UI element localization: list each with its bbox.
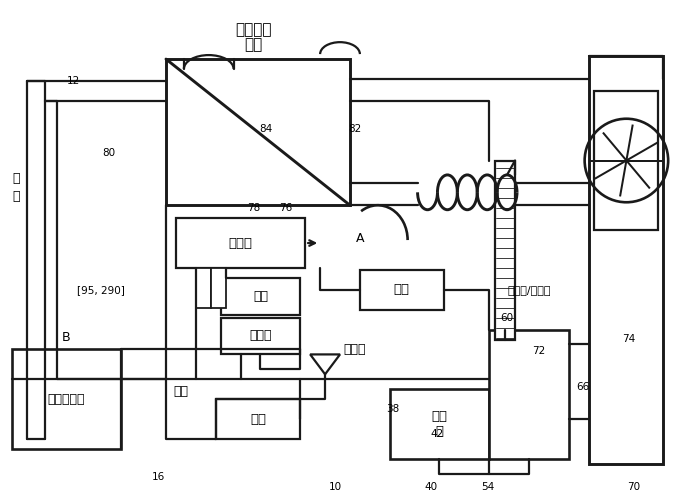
- Bar: [390, 389, 489, 459]
- Text: 72: 72: [533, 346, 545, 356]
- Bar: [166, 59, 350, 205]
- Text: 38: 38: [386, 404, 399, 414]
- Text: A: A: [355, 232, 364, 244]
- Text: 电控: 电控: [394, 284, 410, 296]
- Text: 控制: 控制: [251, 412, 266, 426]
- Text: B: B: [62, 331, 71, 344]
- Text: 74: 74: [622, 334, 635, 344]
- Bar: [221, 278, 300, 314]
- Text: 82: 82: [348, 124, 362, 134]
- Bar: [176, 218, 305, 268]
- Bar: [221, 318, 300, 354]
- Text: 冷凝器/收集器: 冷凝器/收集器: [507, 285, 551, 295]
- Text: 78: 78: [247, 203, 260, 213]
- Text: 进气: 进气: [174, 384, 189, 398]
- Text: 12: 12: [67, 76, 80, 86]
- Bar: [495, 160, 515, 340]
- Text: 柴油发动机: 柴油发动机: [48, 392, 85, 406]
- Text: 催化转化: 催化转化: [235, 22, 272, 36]
- Text: 66: 66: [576, 382, 589, 392]
- Bar: [12, 350, 121, 449]
- Text: 燃料: 燃料: [253, 290, 268, 303]
- Text: 70: 70: [627, 482, 640, 492]
- Bar: [588, 56, 663, 464]
- Bar: [196, 268, 210, 308]
- Text: 16: 16: [151, 472, 165, 482]
- Text: 10: 10: [328, 482, 342, 492]
- Text: 空气泵: 空气泵: [249, 329, 272, 342]
- Text: [95, 290]: [95, 290]: [78, 285, 125, 295]
- Text: 40: 40: [425, 482, 438, 492]
- Text: 54: 54: [481, 482, 495, 492]
- Text: 80: 80: [103, 148, 116, 158]
- Text: 42: 42: [431, 429, 444, 439]
- Text: 84: 84: [259, 124, 272, 134]
- Text: 过滤
器: 过滤 器: [432, 410, 447, 438]
- Text: 排: 排: [12, 172, 20, 185]
- Bar: [360, 270, 445, 310]
- Bar: [210, 268, 225, 308]
- Bar: [594, 91, 659, 230]
- Text: 加热器: 加热器: [229, 236, 253, 250]
- Bar: [216, 399, 300, 439]
- Text: 76: 76: [279, 203, 292, 213]
- Text: 空气阀: 空气阀: [344, 343, 366, 356]
- Text: 60: 60: [501, 312, 513, 322]
- Text: 装置: 装置: [244, 38, 263, 52]
- Bar: [489, 330, 569, 459]
- Text: 气: 气: [12, 190, 20, 203]
